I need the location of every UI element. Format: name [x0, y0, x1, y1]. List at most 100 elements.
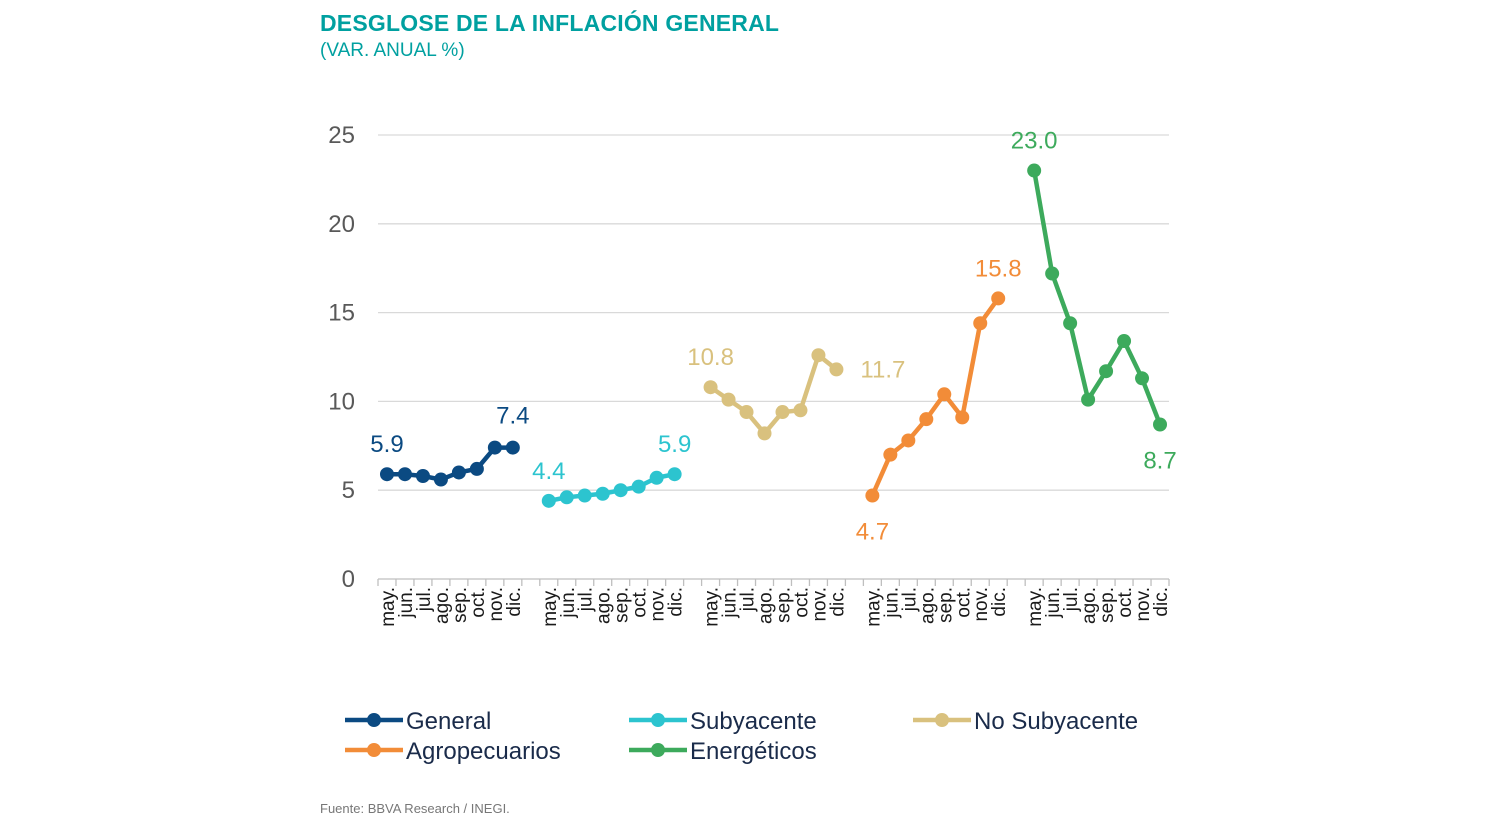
data-point	[631, 479, 646, 494]
grid	[378, 134, 1169, 491]
series-line-energéticos	[1031, 170, 1163, 426]
x-tick-label: dic.	[827, 587, 848, 617]
x-tick-label: oct.	[953, 587, 974, 618]
series-layer	[379, 163, 1168, 508]
data-point	[649, 470, 664, 485]
data-point	[451, 465, 466, 480]
data-point	[811, 348, 826, 363]
x-tick-label: may.	[540, 587, 561, 627]
x-tick-label: ago.	[1079, 587, 1100, 624]
x-tick-label: oct.	[468, 587, 489, 618]
data-point	[973, 316, 988, 331]
legend: General Subyacente No Subyacente Agropecuar…	[345, 708, 1138, 765]
data-point	[1027, 163, 1042, 178]
data-point	[595, 486, 610, 501]
y-tick-label: 10	[328, 388, 355, 415]
chart-subtitle: (VAR. ANUAL %)	[320, 40, 465, 61]
x-tick-label: nov.	[486, 587, 507, 622]
x-tick-label: ago.	[594, 587, 615, 624]
data-point	[1135, 371, 1150, 386]
legend-entry: Energéticos	[690, 738, 817, 765]
data-point	[433, 472, 448, 487]
data-point	[1081, 392, 1096, 407]
legend-entry: Subyacente	[690, 708, 817, 735]
data-label: 15.8	[975, 255, 1022, 282]
x-tick-label: jun.	[1043, 587, 1064, 619]
data-point	[757, 426, 772, 441]
data-point	[739, 405, 754, 420]
data-point	[955, 410, 970, 425]
data-point	[991, 291, 1006, 306]
data-label: 4.4	[532, 458, 565, 485]
data-point	[919, 412, 934, 427]
data-point	[577, 488, 592, 503]
data-point	[865, 488, 880, 503]
x-tick-label: may.	[702, 587, 723, 627]
y-tick-label: 15	[328, 300, 355, 327]
data-point	[883, 447, 898, 462]
data-point	[487, 440, 502, 455]
data-point	[1099, 364, 1114, 379]
x-tick-label: nov.	[809, 587, 830, 622]
data-label: 8.7	[1143, 447, 1176, 474]
x-axis: may.jun.jul.ago.sep.oct.nov.dic. may.jun.…	[377, 578, 1172, 627]
x-tick-label: jun.	[881, 587, 902, 619]
legend-entry: Agropecuarios	[406, 738, 561, 765]
data-point	[1153, 417, 1168, 432]
legend-swatch-marker	[935, 713, 949, 727]
x-tick-label: ago.	[917, 587, 938, 624]
data-label: 23.0	[1011, 128, 1058, 155]
data-point	[1045, 266, 1060, 281]
x-tick-label: dic.	[989, 587, 1010, 617]
x-tick-label: sep.	[612, 587, 633, 623]
data-point	[901, 433, 916, 448]
x-tick-label: may.	[1025, 587, 1046, 627]
legend-swatch-marker	[367, 713, 381, 727]
y-tick-label: 5	[342, 477, 355, 504]
source-note: Fuente: BBVA Research / INEGI.	[320, 801, 510, 816]
data-label: 4.7	[856, 519, 889, 546]
data-point	[379, 467, 394, 482]
data-point	[541, 493, 556, 508]
data-point	[1117, 334, 1132, 349]
x-tick-label: jun.	[558, 587, 579, 619]
x-tick-label: dic.	[666, 587, 687, 617]
data-point	[703, 380, 718, 395]
x-tick-label: jun.	[720, 587, 741, 619]
data-point	[667, 467, 682, 482]
data-point	[613, 483, 628, 498]
y-tick-label: 20	[328, 211, 355, 238]
x-tick-label: may.	[378, 587, 399, 627]
legend-entry: General	[406, 708, 491, 735]
x-tick-label: sep.	[1097, 587, 1118, 623]
x-tick-label: dic.	[1151, 587, 1172, 617]
data-label: 10.8	[687, 344, 734, 371]
x-tick-label: may.	[863, 587, 884, 627]
x-tick-label: oct.	[791, 587, 812, 618]
x-tick-label: oct.	[630, 587, 651, 618]
y-tick-label: 25	[328, 122, 355, 149]
x-tick-label: jul.	[1061, 587, 1082, 612]
x-tick-label: oct.	[1115, 587, 1136, 618]
legend-swatch-marker	[651, 743, 665, 757]
data-point	[1063, 316, 1078, 331]
data-point	[415, 468, 430, 483]
x-tick-label: ago.	[756, 587, 777, 624]
y-tick-label: 0	[342, 566, 355, 593]
legend-swatch-marker	[651, 713, 665, 727]
x-tick-label: jul.	[738, 587, 759, 612]
x-tick-label: jul.	[414, 587, 435, 612]
data-point	[397, 467, 412, 482]
data-label: 7.4	[496, 403, 529, 430]
data-point	[793, 403, 808, 418]
x-tick-label: jul.	[576, 587, 597, 612]
data-point	[775, 405, 790, 420]
x-tick-label: nov.	[971, 587, 992, 622]
legend-swatch-marker	[367, 743, 381, 757]
x-tick-label: jun.	[396, 587, 417, 619]
data-point	[469, 461, 484, 476]
data-point	[505, 440, 520, 455]
x-tick-label: nov.	[1133, 587, 1154, 622]
x-tick-label: dic.	[504, 587, 525, 617]
